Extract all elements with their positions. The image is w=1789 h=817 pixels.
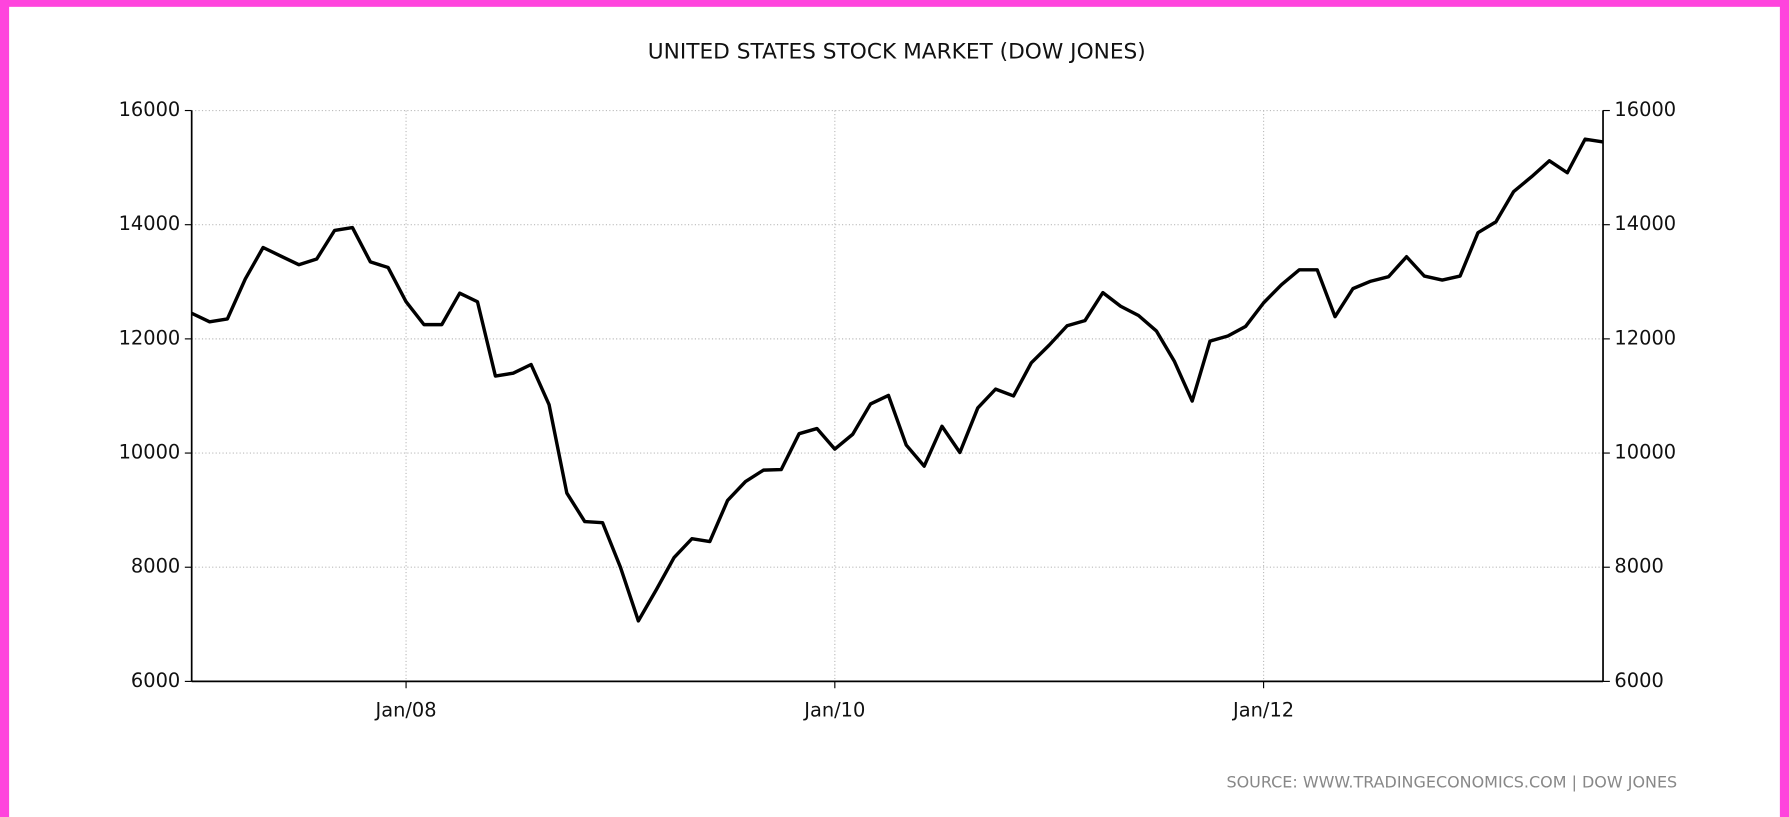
y-tick-label: 16000 bbox=[119, 98, 181, 121]
x-tick-label: Jan/10 bbox=[803, 699, 865, 722]
y2-tick-label: 6000 bbox=[1614, 669, 1663, 692]
y-tick-label: 12000 bbox=[119, 326, 181, 349]
y2-tick-label: 12000 bbox=[1614, 326, 1676, 349]
y2-tick-label: 10000 bbox=[1614, 441, 1676, 464]
chart-title: UNITED STATES STOCK MARKET (DOW JONES) bbox=[648, 39, 1146, 64]
y2-tick-label: 16000 bbox=[1614, 98, 1676, 121]
x-tick-label: Jan/12 bbox=[1232, 699, 1294, 722]
y-tick-label: 6000 bbox=[131, 669, 180, 692]
y2-tick-label: 14000 bbox=[1614, 212, 1676, 235]
price-line bbox=[190, 137, 1604, 623]
y2-tick-label: 8000 bbox=[1614, 555, 1663, 578]
x-tick-label: Jan/08 bbox=[375, 699, 437, 722]
y-tick-label: 14000 bbox=[119, 212, 181, 235]
y-tick-label: 10000 bbox=[119, 441, 181, 464]
source: SOURCE: WWW.TRADINGECONOMICS.COM | DOW J… bbox=[1226, 772, 1677, 791]
y-tick-label: 8000 bbox=[131, 555, 180, 578]
